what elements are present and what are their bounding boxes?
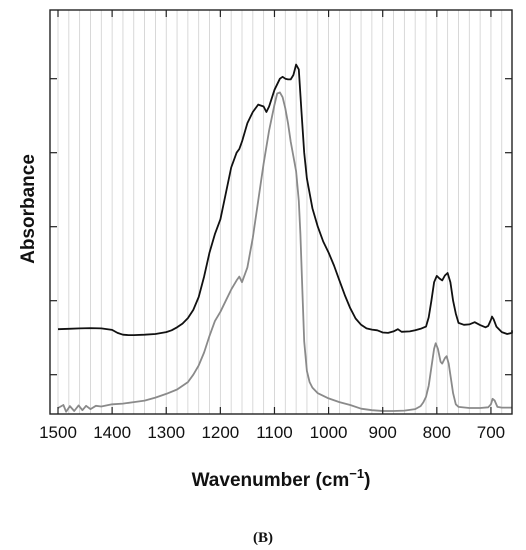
lower-spectrum-line [57,91,512,413]
x-tick-label: 1300 [147,423,185,442]
axis-ticks [50,10,512,414]
x-tick-label: 1400 [93,423,131,442]
x-tick-label: 1500 [39,423,77,442]
plot-frame [49,9,513,415]
spectra-lines [57,63,513,413]
x-tick-label: 1200 [201,423,239,442]
upper-spectrum-line [57,63,513,336]
x-axis-title-main: Wavenumber (cm [192,470,350,491]
x-tick-labels: 1500 1400 1300 1200 1100 1000 900 800 700 [39,423,505,442]
x-tick-label: 700 [477,423,505,442]
x-axis-title: Wavenumber (cm−1) [192,466,371,491]
x-tick-label: 800 [423,423,451,442]
x-tick-label: 900 [369,423,397,442]
x-tick-label: 1000 [310,423,348,442]
vertical-grid-lines [57,10,503,414]
x-axis-title-superscript: −1 [349,466,364,481]
x-tick-label: 1100 [256,423,293,442]
y-axis-title: Absorbance [18,154,39,264]
x-axis-title-suffix: ) [364,470,370,491]
panel-label: (B) [253,530,273,546]
